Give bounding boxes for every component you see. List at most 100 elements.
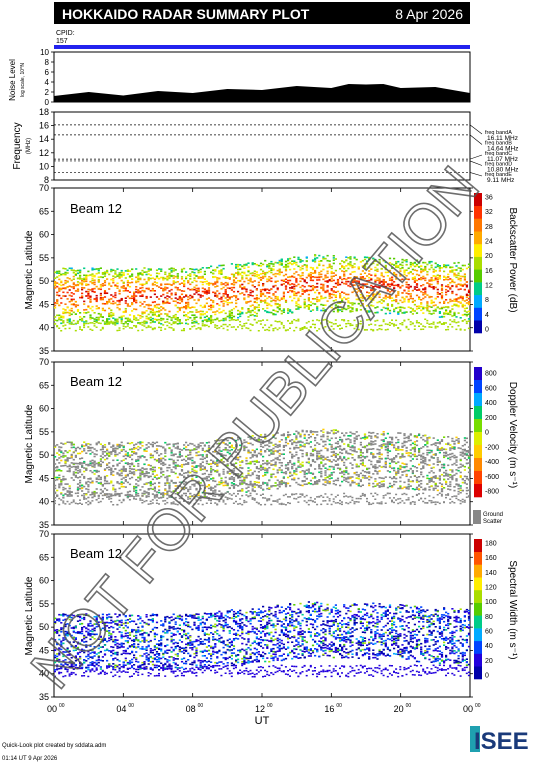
scatter-cell bbox=[297, 298, 299, 300]
scatter-cell bbox=[279, 269, 281, 271]
scatter-cell bbox=[54, 470, 56, 472]
scatter-cell bbox=[214, 269, 216, 271]
scatter-cell bbox=[54, 302, 56, 304]
scatter-cell bbox=[58, 487, 60, 489]
scatter-cell bbox=[183, 330, 185, 332]
scatter-cell bbox=[466, 268, 468, 270]
scatter-cell bbox=[123, 287, 125, 289]
scatter-cell bbox=[104, 459, 106, 461]
scatter-cell bbox=[98, 307, 100, 309]
frequency-band-connector bbox=[470, 172, 482, 176]
scatter-cell bbox=[100, 460, 102, 462]
scatter-cell bbox=[245, 501, 247, 503]
scatter-cell bbox=[247, 271, 249, 273]
scatter-cell bbox=[58, 469, 60, 471]
scatter-cell bbox=[397, 311, 399, 313]
scatter-cell bbox=[426, 282, 428, 284]
scatter-cell bbox=[89, 299, 91, 301]
scatter-cell bbox=[270, 325, 272, 327]
cpid-value: 157 bbox=[56, 38, 68, 45]
scatter-cell bbox=[189, 276, 191, 278]
scatter-cell bbox=[94, 461, 96, 463]
scatter-cell bbox=[168, 322, 170, 324]
scatter-cell bbox=[279, 321, 281, 323]
scatter-cell bbox=[166, 279, 168, 281]
scatter-cell bbox=[189, 317, 191, 319]
scatter-cell bbox=[154, 290, 156, 292]
scatter-cell bbox=[135, 453, 137, 455]
scatter-cell bbox=[439, 302, 441, 304]
scatter-cell bbox=[227, 296, 229, 298]
scatter-cell bbox=[54, 445, 56, 447]
scatter-cell bbox=[216, 267, 218, 269]
scatter-cell bbox=[435, 276, 437, 278]
scatter-cell bbox=[106, 464, 108, 466]
scatter-cell bbox=[100, 477, 102, 479]
scatter-cell bbox=[287, 308, 289, 310]
scatter-cell bbox=[279, 264, 281, 266]
scatter-cell bbox=[162, 474, 164, 476]
scatter-cell bbox=[243, 294, 245, 296]
scatter-cell bbox=[306, 305, 308, 307]
scatter-cell bbox=[146, 483, 148, 485]
scatter-cell bbox=[393, 325, 395, 327]
scatter-cell bbox=[77, 322, 79, 324]
scatter-cell bbox=[200, 281, 202, 283]
scatter-cell bbox=[146, 472, 148, 474]
scatter-cell bbox=[156, 269, 158, 271]
scatter-cell bbox=[225, 293, 227, 295]
scatter-cell bbox=[116, 448, 118, 450]
scatter-cell bbox=[193, 269, 195, 271]
scatter-cell bbox=[262, 294, 264, 296]
scatter-cell bbox=[146, 448, 148, 450]
scatter-cell bbox=[312, 303, 314, 305]
scatter-cell bbox=[229, 315, 231, 317]
scatter-cell bbox=[297, 306, 299, 308]
scatter-cell bbox=[152, 446, 154, 448]
scatter-cell bbox=[127, 494, 129, 496]
scatter-cell bbox=[106, 319, 108, 321]
scatter-cell bbox=[175, 269, 177, 271]
scatter-cell bbox=[179, 289, 181, 291]
scatter-cell bbox=[453, 315, 455, 317]
noise-y-tick-label: 8 bbox=[45, 58, 50, 67]
scatter-cell bbox=[314, 286, 316, 288]
scatter-cell bbox=[218, 265, 220, 267]
scatter-cell bbox=[139, 469, 141, 471]
scatter-cell bbox=[148, 442, 150, 444]
scatter-cell bbox=[462, 265, 464, 267]
scatter-cell bbox=[441, 288, 443, 290]
scatter-cell bbox=[91, 500, 93, 502]
scatter-cell bbox=[100, 316, 102, 318]
scatter-cell bbox=[79, 480, 81, 482]
scatter-cell bbox=[83, 471, 85, 473]
scatter-cell bbox=[168, 268, 170, 270]
scatter-cell bbox=[435, 326, 437, 328]
scatter-cell bbox=[243, 325, 245, 327]
scatter-cell bbox=[204, 273, 206, 275]
scatter-cell bbox=[299, 281, 301, 283]
scatter-cell bbox=[443, 279, 445, 281]
scatter-cell bbox=[164, 442, 166, 444]
scatter-cell bbox=[189, 450, 191, 452]
scatter-cell bbox=[62, 308, 64, 310]
scatter-cell bbox=[260, 300, 262, 302]
scatter-cell bbox=[137, 480, 139, 482]
scatter-cell bbox=[270, 495, 272, 497]
scatter-cell bbox=[77, 466, 79, 468]
scatter-cell bbox=[287, 266, 289, 268]
scatter-cell bbox=[268, 467, 270, 469]
plot-title: HOKKAIDO RADAR SUMMARY PLOT bbox=[62, 6, 310, 22]
scatter-cell bbox=[135, 300, 137, 302]
scatter-cell bbox=[116, 454, 118, 456]
scatter-cell bbox=[164, 328, 166, 330]
scatter-cell bbox=[104, 483, 106, 485]
scatter-cell bbox=[94, 448, 96, 450]
scatter-cell bbox=[302, 268, 304, 270]
scatter-cell bbox=[206, 291, 208, 293]
scatter-cell bbox=[218, 327, 220, 329]
scatter-cell bbox=[445, 322, 447, 324]
scatter-cell bbox=[143, 468, 145, 470]
scatter-cell bbox=[433, 287, 435, 289]
